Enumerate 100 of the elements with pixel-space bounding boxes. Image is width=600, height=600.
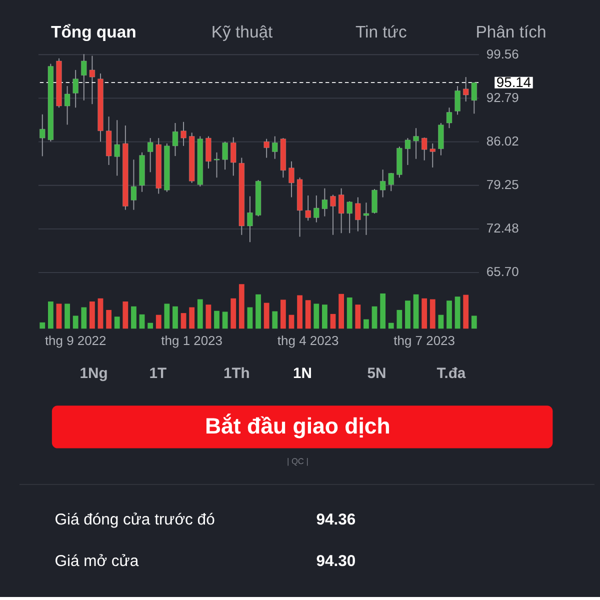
bar xyxy=(288,314,294,329)
bar xyxy=(388,322,394,329)
bar xyxy=(189,307,195,329)
bar xyxy=(98,298,104,329)
text: 1T xyxy=(149,366,167,382)
bar xyxy=(338,294,344,329)
bar xyxy=(372,306,378,329)
bar xyxy=(90,301,95,329)
bar xyxy=(197,299,203,329)
bar xyxy=(430,299,436,329)
candlestick xyxy=(471,82,478,114)
y-tick-label: 86.02 xyxy=(486,133,519,148)
bar xyxy=(405,300,410,329)
bar xyxy=(106,310,112,329)
candlestick xyxy=(114,120,120,176)
bar xyxy=(180,313,186,329)
bar xyxy=(139,314,145,329)
bar xyxy=(438,314,444,329)
candlestick xyxy=(421,137,428,161)
bar xyxy=(56,304,62,329)
candlestick xyxy=(222,141,228,170)
candlestick xyxy=(264,138,270,158)
text: 5N xyxy=(367,366,386,382)
candlestick xyxy=(89,55,96,105)
candlestick xyxy=(338,188,344,234)
bar xyxy=(355,304,361,329)
bar xyxy=(380,293,386,329)
bar xyxy=(48,301,54,329)
bar xyxy=(81,307,87,329)
bar xyxy=(238,284,244,329)
bar xyxy=(413,294,419,329)
bar xyxy=(172,306,178,329)
text: 94.30 xyxy=(316,553,356,570)
bar xyxy=(256,294,261,329)
bar xyxy=(280,300,286,329)
bar xyxy=(40,322,46,329)
bar xyxy=(346,297,352,329)
candlestick xyxy=(130,159,137,210)
bar xyxy=(297,295,302,329)
bar xyxy=(264,302,270,329)
candlestick xyxy=(438,122,444,156)
candlestick xyxy=(413,128,419,160)
candlestick xyxy=(404,138,411,166)
bar xyxy=(64,304,70,329)
bar xyxy=(471,316,477,329)
candlestick xyxy=(147,138,154,173)
text: | QC | xyxy=(286,456,308,466)
text: Tin tức xyxy=(355,22,407,42)
text: 1N xyxy=(293,366,312,382)
candlestick xyxy=(462,76,469,102)
text: Phân tích xyxy=(476,22,546,42)
bar xyxy=(364,319,369,329)
ref-line-label: 95.14 xyxy=(496,74,532,90)
candlestick xyxy=(72,70,79,108)
text: Kỹ thuật xyxy=(211,22,274,42)
text: 1Ng xyxy=(80,366,108,382)
bar xyxy=(322,304,328,329)
x-tick-label: thg 4 2023 xyxy=(277,332,339,348)
bar xyxy=(230,298,236,329)
bar xyxy=(314,304,320,329)
bar xyxy=(422,298,428,329)
bar xyxy=(330,314,336,329)
bar xyxy=(463,294,469,329)
bar xyxy=(122,301,128,329)
bar xyxy=(164,304,170,329)
candlestick xyxy=(372,188,378,214)
y-tick-label: 79.25 xyxy=(486,177,519,192)
y-tick-label: 72.48 xyxy=(486,220,519,236)
x-tick-label: thg 1 2023 xyxy=(161,332,222,348)
candlestick xyxy=(380,169,386,198)
bar xyxy=(114,316,120,329)
bar xyxy=(214,310,220,329)
candlestick xyxy=(172,122,178,156)
candlestick xyxy=(80,54,87,101)
bar xyxy=(454,296,460,329)
candlestick xyxy=(206,136,212,169)
x-tick-label: thg 9 2022 xyxy=(44,332,106,348)
candlestick xyxy=(346,200,353,234)
bar xyxy=(305,300,311,329)
candlestick xyxy=(430,143,436,168)
text: Tổng quan xyxy=(51,22,136,42)
candlestick xyxy=(288,160,294,198)
text: 1Th xyxy=(223,366,250,382)
text: Giá mở cửa xyxy=(54,553,139,570)
y-tick-label: 65.70 xyxy=(486,264,519,280)
bar xyxy=(272,311,278,329)
candlestick xyxy=(39,114,46,157)
x-tick-label: thg 7 2023 xyxy=(394,332,455,348)
y-tick-label: 92.79 xyxy=(486,90,519,105)
text: T.đa xyxy=(436,366,466,382)
text: 94.36 xyxy=(316,511,356,528)
text: Giá đóng cửa trước đó xyxy=(54,511,216,528)
candlestick xyxy=(247,196,253,243)
candlestick xyxy=(322,188,328,217)
bar xyxy=(72,316,78,329)
candlestick xyxy=(388,172,394,192)
candlestick xyxy=(313,195,320,223)
candlestick xyxy=(64,86,70,126)
candlestick xyxy=(230,136,236,176)
candlestick xyxy=(363,202,370,236)
